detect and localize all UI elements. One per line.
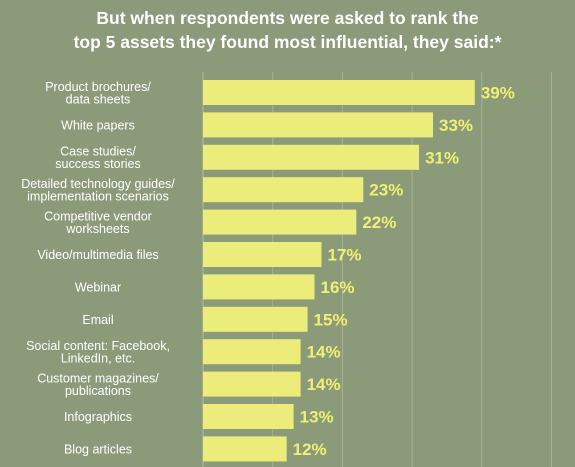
category-label-line: Blog articles xyxy=(64,442,132,456)
value-label: 23% xyxy=(369,181,403,200)
bar xyxy=(203,436,287,462)
value-label: 15% xyxy=(314,310,348,329)
bar xyxy=(203,371,301,397)
chart-title-line-1: But when respondents were asked to rank … xyxy=(96,8,479,28)
category-label-line: Webinar xyxy=(75,280,121,294)
category-label: Customer magazines/publications xyxy=(37,371,159,398)
category-label-line: Video/multimedia files xyxy=(37,248,158,262)
category-label-line: data sheets xyxy=(66,92,131,106)
bar xyxy=(203,339,301,365)
bar xyxy=(203,209,357,235)
category-label-line: Product brochures/ xyxy=(45,80,151,94)
value-label: 22% xyxy=(362,213,396,232)
category-label-line: Customer magazines/ xyxy=(37,371,159,385)
category-label-line: Detailed technology guides/ xyxy=(21,177,175,191)
value-label: 13% xyxy=(300,408,334,427)
bar xyxy=(203,144,420,170)
category-label-line: Case studies/ xyxy=(60,145,136,159)
category-label: Video/multimedia files xyxy=(37,248,158,262)
bar xyxy=(203,404,294,429)
bars xyxy=(203,80,475,462)
value-label: 17% xyxy=(327,246,361,265)
value-label: 12% xyxy=(293,440,327,459)
category-label: Product brochures/data sheets xyxy=(45,80,151,107)
category-label: Email xyxy=(82,313,113,327)
category-label: Blog articles xyxy=(64,442,132,456)
labels: 39% Product brochures/data sheets 33% White… xyxy=(21,80,515,459)
category-label-line: publications xyxy=(65,384,131,398)
bar xyxy=(203,177,364,203)
category-label: Detailed technology guides/implementatio… xyxy=(21,177,175,204)
gridlines xyxy=(202,72,552,467)
value-label: 14% xyxy=(307,343,341,362)
category-label-line: implementation scenarios xyxy=(27,189,169,203)
value-label: 33% xyxy=(439,116,473,135)
category-label: Social content: Facebook, LinkedIn, etc. xyxy=(26,339,170,366)
value-label: 39% xyxy=(481,84,515,103)
category-label-line: LinkedIn, etc. xyxy=(61,351,135,365)
category-label-line: Infographics xyxy=(64,410,132,424)
value-label: 16% xyxy=(321,278,355,297)
chart-title: But when respondents were asked to rank … xyxy=(0,6,575,54)
category-label: Webinar xyxy=(75,280,121,294)
bar xyxy=(203,306,308,332)
category-label: White papers xyxy=(61,118,135,132)
category-label: Competitive vendor worksheets xyxy=(44,209,152,236)
category-label-line: success stories xyxy=(55,157,140,171)
bar xyxy=(203,242,322,267)
category-label: Infographics xyxy=(64,410,132,424)
value-label: 14% xyxy=(307,375,341,394)
category-label-line: White papers xyxy=(61,118,135,132)
category-label-line: worksheets xyxy=(65,222,129,236)
bar xyxy=(203,274,315,300)
category-label-line: Competitive vendor xyxy=(44,209,152,223)
category-label-line: Email xyxy=(82,313,113,327)
bar xyxy=(203,80,475,105)
bar xyxy=(203,112,434,138)
chart-title-line-2: top 5 assets they found most influential… xyxy=(73,32,502,52)
category-label-line: Social content: Facebook, xyxy=(26,339,170,353)
value-label: 31% xyxy=(425,148,459,167)
category-label: Case studies/success stories xyxy=(55,145,140,172)
